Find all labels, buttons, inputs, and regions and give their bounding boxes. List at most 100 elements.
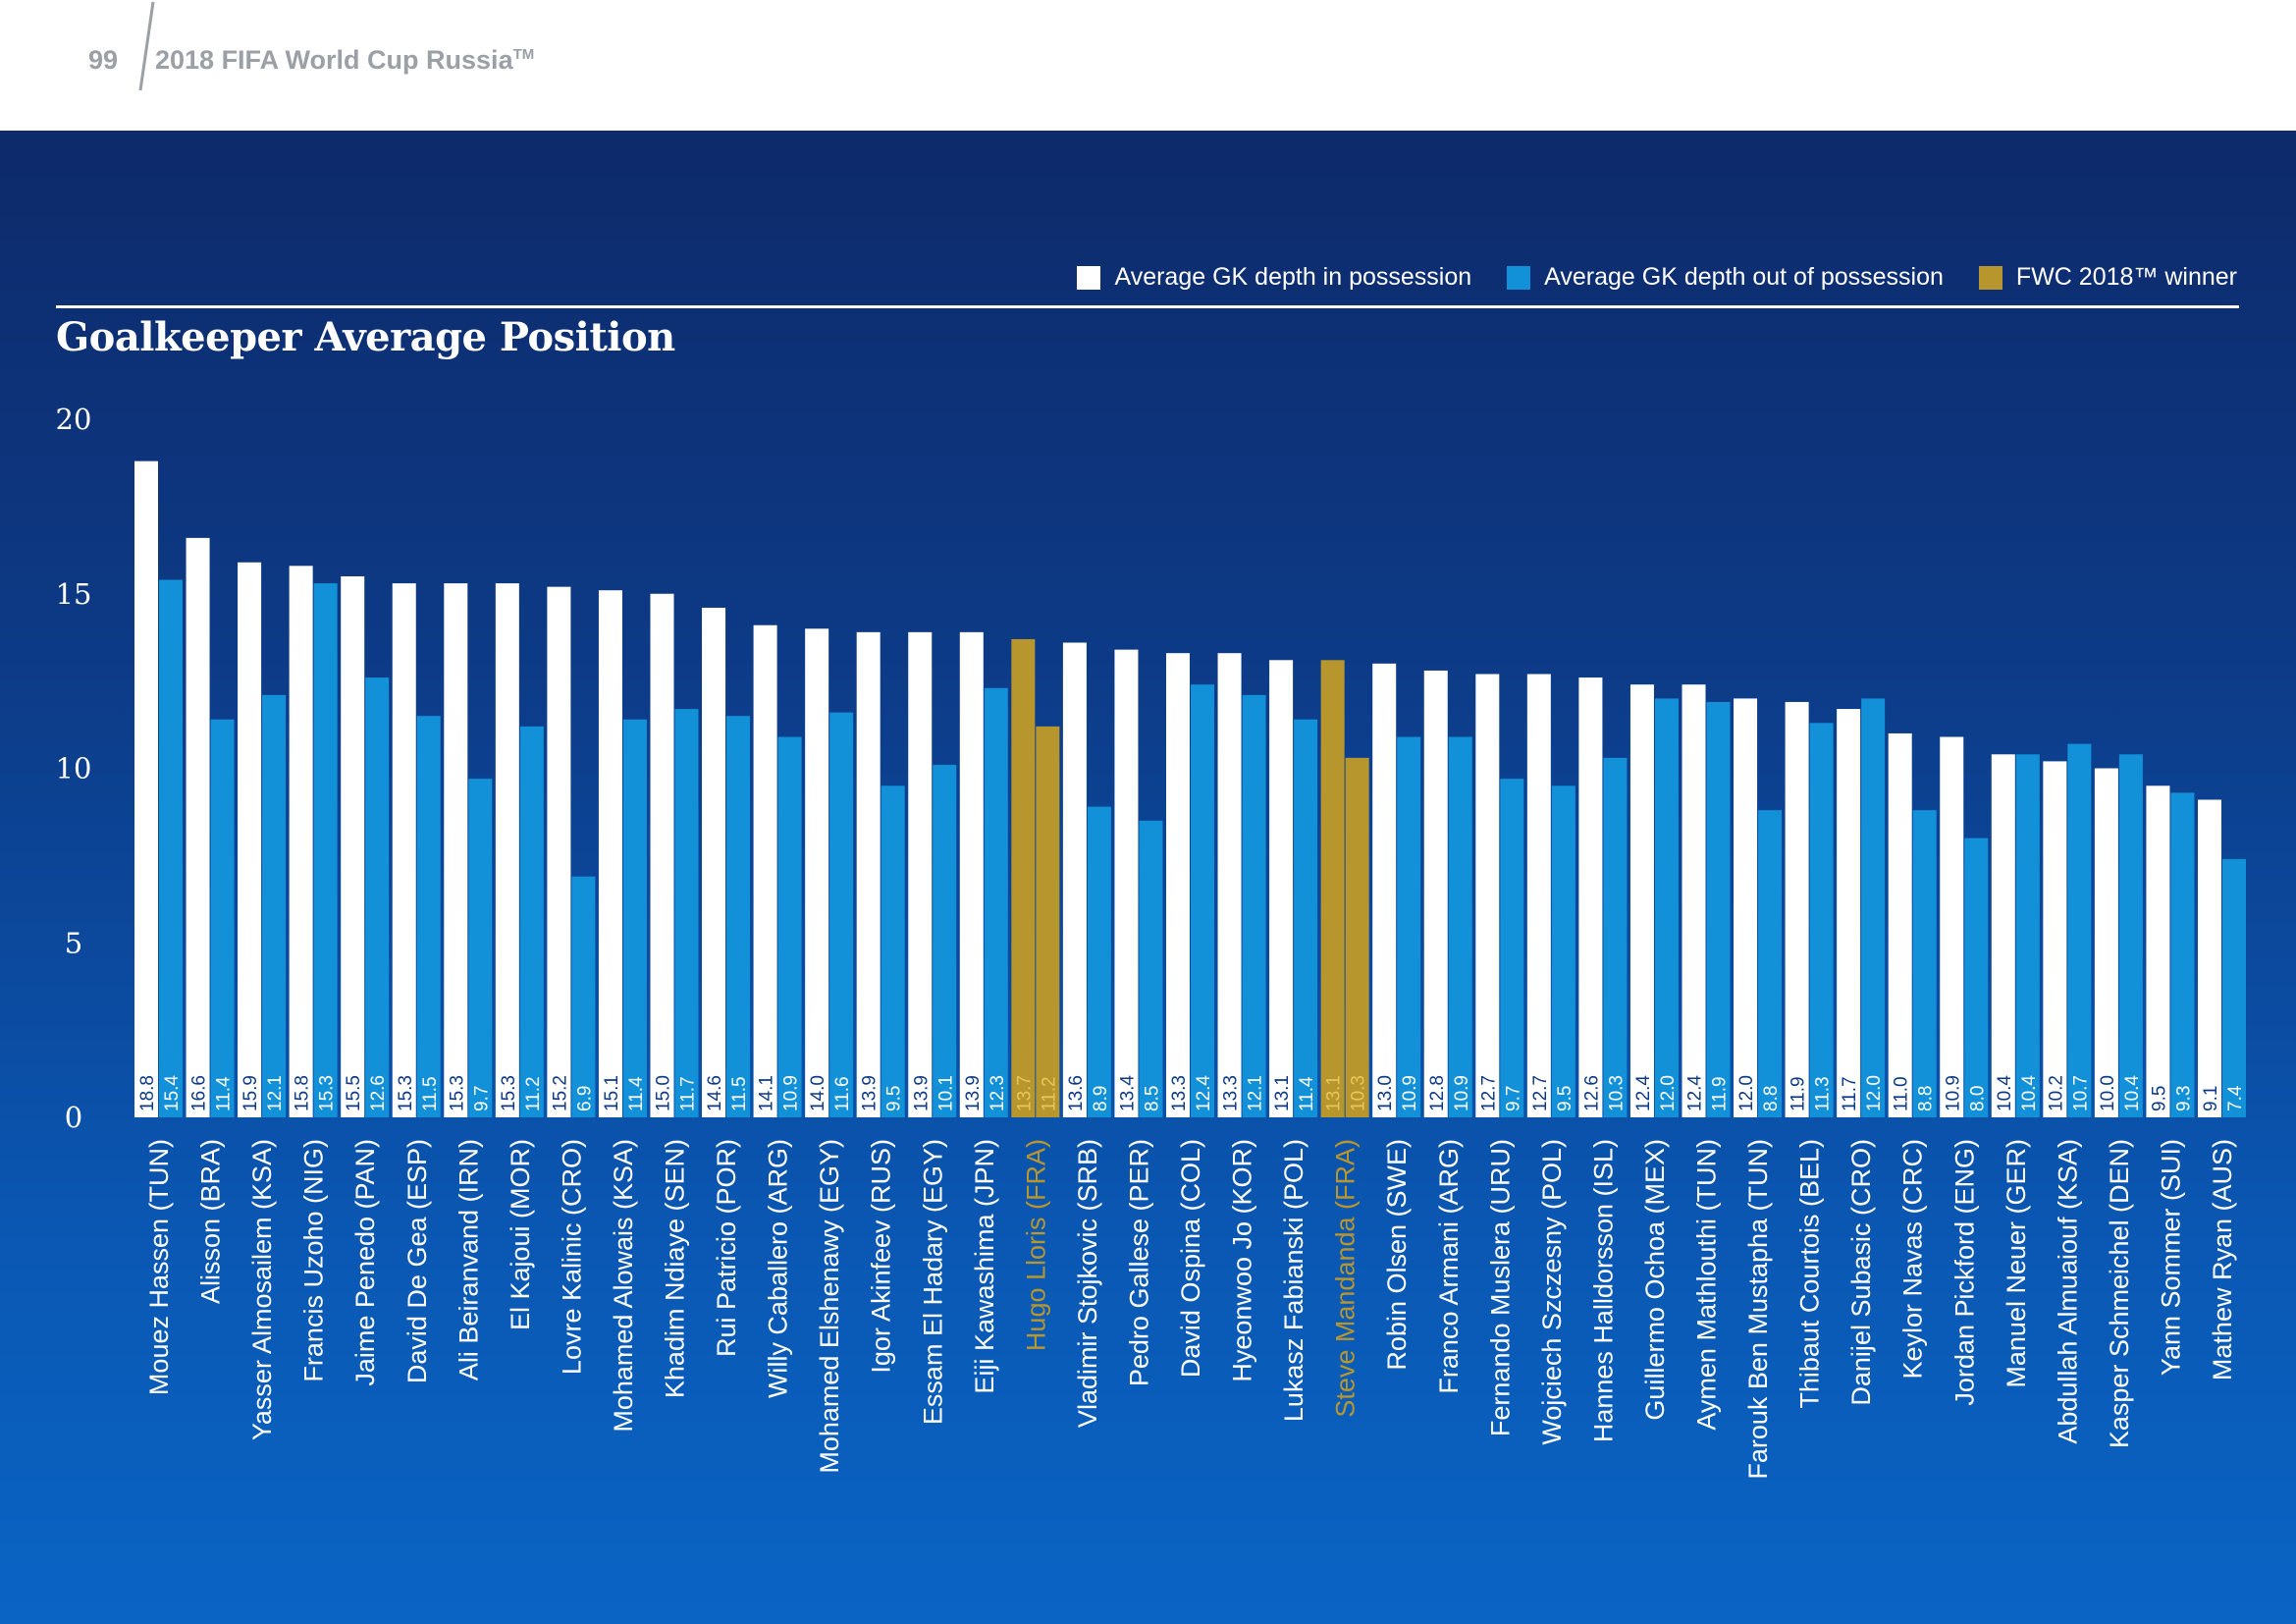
bar-out-of-possession: [1036, 726, 1060, 1117]
bar-in-possession: [1217, 653, 1242, 1117]
category-label: Rui Patricio (POR): [712, 1139, 741, 1357]
value-label-out-of-possession: 9.5: [1555, 1086, 1575, 1111]
value-label-in-possession: 12.6: [1581, 1075, 1602, 1111]
y-tick-label: 5: [65, 926, 82, 959]
value-label-in-possession: 18.8: [137, 1075, 158, 1111]
value-label-in-possession: 13.3: [1221, 1075, 1242, 1111]
value-label-out-of-possession: 12.6: [368, 1075, 389, 1111]
value-label-out-of-possession: 8.8: [1761, 1086, 1782, 1111]
value-label-in-possession: 16.6: [189, 1075, 210, 1111]
value-label-out-of-possession: 11.3: [1813, 1076, 1834, 1111]
document-title-text: 2018 FIFA World Cup Russia: [155, 45, 513, 75]
category-label: Aymen Mathlouthi (TUN): [1692, 1139, 1722, 1431]
category-label: Steve Mandanda (FRA): [1331, 1139, 1361, 1418]
bar-out-of-possession: [1654, 698, 1679, 1117]
bar-out-of-possession: [1964, 838, 1989, 1117]
value-label-out-of-possession: 11.6: [832, 1076, 853, 1111]
value-label-out-of-possession: 15.3: [317, 1075, 338, 1111]
value-label-in-possession: 13.3: [1169, 1075, 1190, 1111]
bar-out-of-possession: [933, 764, 957, 1117]
value-label-in-possession: 12.7: [1530, 1075, 1551, 1111]
legend-item-out-of-possession: Average GK depth out of possession: [1507, 263, 1944, 292]
bar-in-possession: [1837, 709, 1861, 1117]
y-tick-label: 15: [56, 577, 92, 611]
value-label-in-possession: 12.7: [1478, 1075, 1499, 1111]
value-label-out-of-possession: 8.9: [1091, 1086, 1111, 1111]
bar-out-of-possession: [1397, 736, 1421, 1117]
category-label: Hugo Lloris (FRA): [1021, 1139, 1050, 1351]
bar-out-of-possession: [674, 709, 699, 1117]
value-label-in-possession: 15.5: [344, 1075, 364, 1111]
category-label: Mathew Ryan (AUS): [2208, 1139, 2237, 1380]
bar-in-possession: [805, 628, 829, 1117]
value-label-in-possession: 9.1: [2201, 1086, 2221, 1111]
value-label-out-of-possession: 11.4: [214, 1076, 235, 1111]
value-label-in-possession: 12.8: [1427, 1075, 1448, 1111]
value-label-out-of-possession: 10.3: [1349, 1075, 1369, 1111]
bar-in-possession: [1011, 638, 1036, 1117]
value-label-out-of-possession: 12.1: [265, 1075, 286, 1111]
bar-out-of-possession: [622, 719, 647, 1117]
bar-out-of-possession: [1500, 779, 1524, 1117]
document-title: 2018 FIFA World Cup RussiaTM: [155, 45, 534, 76]
category-label: Pedro Gallese (PER): [1124, 1139, 1153, 1386]
value-label-out-of-possession: 10.3: [1606, 1075, 1627, 1111]
value-label-in-possession: 9.5: [2149, 1086, 2169, 1111]
value-label-in-possession: 11.7: [1840, 1076, 1860, 1111]
category-label: Guillermo Ochoa (MEX): [1640, 1139, 1670, 1421]
bar-out-of-possession: [159, 579, 183, 1117]
value-label-in-possession: 13.6: [1066, 1075, 1087, 1111]
value-label-out-of-possession: 8.0: [1967, 1086, 1988, 1111]
bar-out-of-possession: [1448, 736, 1472, 1117]
category-label: Farouk Ben Mustapha (TUN): [1743, 1139, 1773, 1480]
bar-out-of-possession: [2222, 858, 2246, 1117]
bar-out-of-possession: [365, 677, 390, 1117]
value-label-in-possession: 13.0: [1375, 1075, 1396, 1111]
legend-item-winner: FWC 2018™ winner: [1978, 263, 2237, 292]
bar-out-of-possession: [1809, 723, 1834, 1117]
category-label: David Ospina (COL): [1176, 1139, 1205, 1378]
bar-out-of-possession: [1345, 757, 1369, 1117]
bar-out-of-possession: [726, 716, 751, 1117]
bar-in-possession: [392, 583, 416, 1117]
value-label-in-possession: 15.0: [654, 1075, 674, 1111]
value-label-out-of-possession: 8.8: [1916, 1086, 1937, 1111]
bar-in-possession: [1269, 660, 1294, 1117]
category-label: Igor Akinfeev (RUS): [867, 1139, 896, 1374]
value-label-out-of-possession: 10.1: [935, 1075, 956, 1111]
category-label: Eiji Kawashima (JPN): [970, 1139, 999, 1394]
bar-out-of-possession: [1139, 820, 1163, 1117]
value-label-in-possession: 11.9: [1789, 1076, 1809, 1111]
title-rule: [56, 305, 2239, 308]
value-label-in-possession: 14.0: [808, 1075, 828, 1111]
value-label-in-possession: 10.9: [1943, 1075, 1963, 1111]
value-label-in-possession: 14.1: [757, 1075, 777, 1111]
category-label: Keylor Navas (CRC): [1898, 1139, 1928, 1380]
value-label-out-of-possession: 10.4: [2019, 1075, 2040, 1111]
category-label: Francis Uzoho (NIG): [299, 1139, 329, 1382]
bar-in-possession: [238, 562, 262, 1117]
bar-in-possession: [1062, 642, 1087, 1117]
bar-in-possession: [1991, 754, 2015, 1117]
category-label: Kasper Schmeichel (DEN): [2105, 1139, 2134, 1448]
category-label: Manuel Neuer (GER): [2002, 1139, 2031, 1388]
bar-out-of-possession: [416, 716, 441, 1117]
value-label-out-of-possession: 12.0: [1864, 1075, 1885, 1111]
y-tick-label: 10: [56, 752, 92, 785]
bar-out-of-possession: [262, 694, 287, 1117]
value-label-in-possession: 15.9: [240, 1075, 261, 1111]
category-label: El Kajoui (MOR): [506, 1139, 535, 1330]
bar-in-possession: [1372, 663, 1397, 1117]
value-label-out-of-possession: 10.9: [1400, 1075, 1420, 1111]
category-label: Alisson (BRA): [196, 1139, 226, 1304]
value-label-out-of-possession: 11.2: [1039, 1076, 1059, 1111]
value-label-in-possession: 11.0: [1892, 1076, 1912, 1111]
bar-out-of-possession: [519, 726, 544, 1117]
bar-in-possession: [1578, 677, 1603, 1117]
value-label-in-possession: 13.9: [911, 1075, 932, 1111]
value-label-out-of-possession: 11.2: [523, 1076, 544, 1111]
chart-legend: Average GK depth in possession Average G…: [1041, 263, 2237, 292]
value-label-out-of-possession: 11.7: [678, 1076, 699, 1111]
category-label: Hannes Halldorsson (ISL): [1588, 1139, 1618, 1442]
value-label-out-of-possession: 6.9: [574, 1086, 595, 1111]
